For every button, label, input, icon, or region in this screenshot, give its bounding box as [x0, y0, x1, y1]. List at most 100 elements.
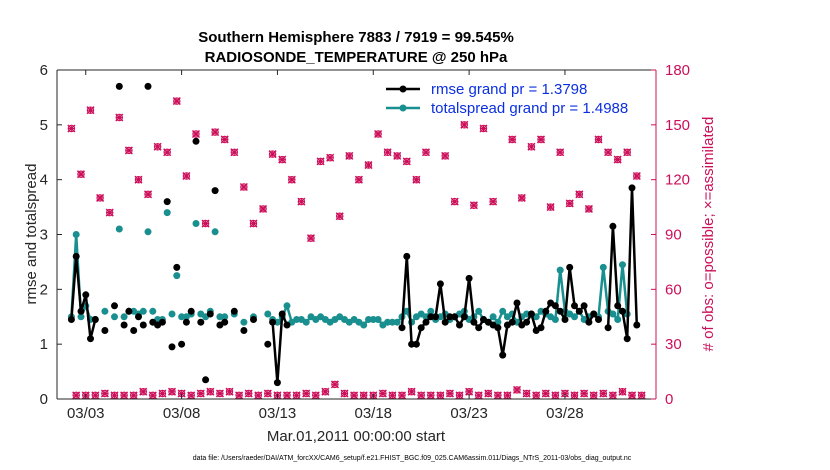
rmse-point	[403, 252, 411, 260]
obs-assimilated-point	[110, 391, 119, 400]
obs-assimilated-point	[182, 171, 191, 181]
obs-assimilated-point	[148, 391, 157, 400]
obs-assimilated-point	[589, 391, 598, 400]
rmse-point	[465, 274, 473, 282]
rmse-point	[441, 318, 449, 326]
spread-point	[551, 316, 559, 323]
obs-assimilated-point	[144, 190, 153, 199]
spread-point	[111, 313, 118, 321]
obs-assimilated-point	[378, 389, 387, 398]
obs-assimilated-point	[503, 391, 512, 400]
obs-assimilated-point	[139, 387, 148, 396]
obs-assimilated-point	[513, 385, 522, 394]
obs-assimilated-point	[235, 391, 244, 400]
obs-assimilated-point	[153, 142, 162, 151]
obs-assimilated-point	[426, 391, 435, 400]
legend-spread-marker	[399, 104, 407, 112]
obs-assimilated-point	[306, 234, 316, 243]
rmse-point	[264, 340, 272, 348]
spread-point	[499, 307, 507, 315]
spread-point	[614, 316, 622, 323]
obs-assimilated-point	[594, 135, 603, 144]
spread-point	[365, 316, 372, 323]
spread-point	[72, 231, 80, 238]
obs-assimilated-point	[177, 389, 186, 398]
obs-assimilated-point	[493, 391, 502, 400]
obs-assimilated-point	[220, 135, 229, 144]
rmse-point	[619, 307, 626, 315]
x-tick-label: 03/03	[67, 405, 105, 422]
obs-assimilated-point	[599, 389, 608, 398]
obs-assimilated-point	[350, 391, 359, 400]
rmse-point	[182, 318, 190, 326]
x-tick-label: 03/13	[259, 405, 297, 422]
rmse-point	[273, 379, 281, 387]
rmse-series-line	[70, 186, 639, 384]
obs-assimilated-point	[91, 391, 100, 400]
rmse-point	[202, 376, 210, 384]
obs-count-layer	[67, 97, 646, 400]
obs-assimilated-point	[359, 391, 368, 400]
obs-assimilated-point	[354, 175, 363, 184]
rmse-point	[537, 324, 545, 332]
rmse-point	[595, 316, 602, 323]
obs-assimilated-point	[158, 389, 167, 398]
rmse-point	[197, 318, 205, 326]
spread-point	[556, 266, 564, 274]
spread-point	[115, 225, 123, 233]
x-axis-label: Mar.01,2011 00:00:00 start	[267, 428, 446, 445]
spread-point	[293, 316, 301, 323]
spread-point	[384, 318, 392, 326]
obs-assimilated-point	[191, 129, 200, 139]
data-file-footnote: data file: /Users/raeder/DAI/ATM_forcXX/…	[193, 455, 632, 462]
y-tick-label-left: 3	[40, 227, 48, 244]
y-tick-label-right: 0	[665, 391, 673, 408]
obs-assimilated-point	[565, 199, 574, 208]
obs-assimilated-point	[278, 155, 287, 164]
obs-assimilated-point	[167, 387, 177, 396]
spread-point	[427, 307, 435, 315]
rmse-point	[580, 302, 588, 310]
obs-assimilated-point	[541, 389, 550, 398]
rmse-point	[446, 313, 454, 321]
obs-assimilated-point	[163, 148, 172, 157]
obs-assimilated-point	[608, 391, 617, 400]
rmse-point	[115, 82, 123, 90]
obs-assimilated-point	[282, 391, 292, 400]
rmse-point	[283, 321, 291, 329]
spread-point	[240, 318, 248, 326]
obs-assimilated-point	[460, 120, 469, 129]
rmse-point	[269, 318, 277, 326]
obs-assimilated-point	[584, 204, 593, 213]
spread-point	[120, 313, 128, 321]
legend-box	[380, 78, 646, 120]
rmse-point	[523, 318, 531, 326]
obs-assimilated-point	[244, 389, 253, 398]
obs-assimilated-point	[474, 391, 483, 400]
obs-assimilated-point	[364, 161, 373, 170]
y-axis-label-left: rmse and totalspread	[23, 164, 40, 305]
obs-assimilated-point	[479, 124, 488, 133]
obs-assimilated-point	[469, 201, 478, 210]
rmse-point	[614, 302, 622, 310]
x-tick-label: 03/28	[546, 405, 584, 422]
rmse-point	[475, 324, 483, 332]
spread-point	[101, 307, 109, 315]
legend-spread-label: totalspread grand pr = 1.4988	[431, 100, 628, 117]
spread-point	[609, 310, 617, 318]
spread-point	[374, 316, 382, 323]
obs-assimilated-point	[436, 391, 445, 400]
obs-assimilated-point	[330, 380, 339, 389]
obs-assimilated-point	[374, 129, 383, 139]
spread-point	[168, 310, 176, 318]
obs-assimilated-point	[551, 391, 560, 400]
y-tick-label-right: 60	[665, 281, 682, 298]
spread-point	[302, 318, 310, 326]
spread-point	[192, 220, 200, 227]
rmse-point	[173, 263, 181, 271]
obs-assimilated-point	[508, 135, 517, 144]
rmse-point	[585, 318, 593, 326]
obs-assimilated-point	[254, 391, 263, 400]
obs-assimilated-point	[575, 190, 584, 199]
obs-assimilated-point	[604, 148, 613, 157]
